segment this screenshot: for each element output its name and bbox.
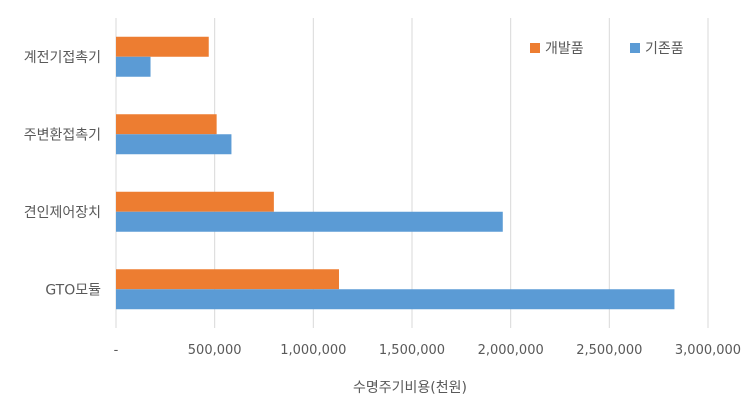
legend-label: 개발품 [545,41,584,57]
bar-existing [116,211,503,232]
bar-developed [116,191,274,212]
y-axis-labels: GTO모듈 견인제어장치 주변환접촉기 계전기접촉기 [24,50,101,299]
category-label: GTO모듈 [45,282,101,298]
legend: 개발품 기존품 [530,41,684,57]
x-tick-label: 1,500,000 [379,343,445,358]
x-axis-labels: - 500,000 1,000,000 1,500,000 2,000,000 2,500… [114,343,741,358]
legend-swatch [530,43,540,53]
bar-developed [116,269,339,290]
legend-label: 기존품 [645,41,684,57]
bar-developed [116,114,217,135]
bars [116,36,675,310]
x-tick-label: 3,000,000 [675,343,741,358]
bar-developed [116,36,209,57]
bar-existing [116,289,675,310]
x-tick-label: - [114,343,119,358]
x-tick-label: 1,000,000 [280,343,346,358]
category-label: 견인제어장치 [24,205,101,221]
category-label: 계전기접촉기 [24,50,101,66]
bar-existing [116,56,151,77]
x-tick-label: 500,000 [188,343,242,358]
category-label: 주변환접촉기 [24,127,101,143]
legend-swatch [630,43,640,53]
x-tick-label: 2,000,000 [478,343,544,358]
x-axis-title: 수명주기비용(천원) [353,380,467,396]
x-tick-label: 2,500,000 [576,343,642,358]
bar-existing [116,134,232,155]
